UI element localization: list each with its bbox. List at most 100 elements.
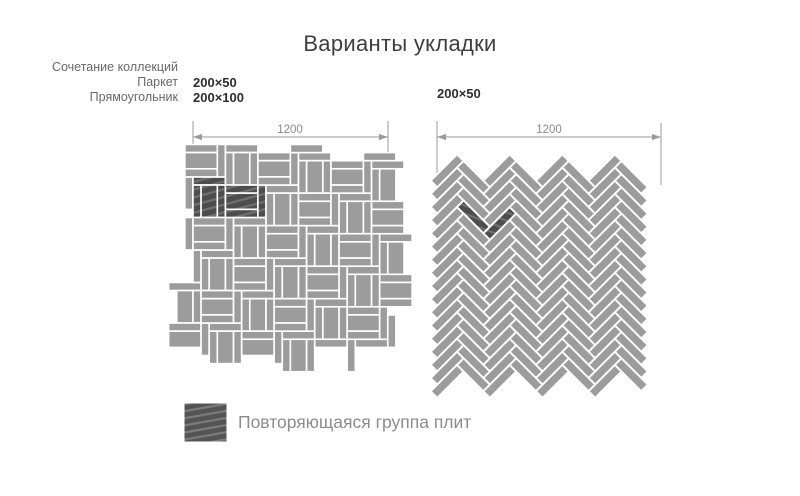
tile: [613, 238, 650, 275]
tile: [482, 179, 518, 215]
tile: [455, 225, 492, 261]
tile: [297, 265, 308, 300]
tile: [429, 192, 465, 229]
tile: [216, 143, 227, 178]
tile: [305, 338, 316, 373]
tile: [482, 324, 518, 360]
tile: [192, 176, 227, 186]
tile: [386, 314, 397, 349]
swatch-rect: [184, 403, 227, 442]
tile: [200, 249, 235, 259]
tile: [322, 305, 340, 341]
tile: [534, 310, 571, 347]
tile: [330, 232, 340, 268]
tile: [378, 297, 413, 308]
tile: [560, 251, 597, 288]
tile: [482, 310, 518, 347]
tile: [613, 159, 650, 196]
tile: [429, 179, 465, 215]
tile: [200, 322, 211, 357]
tile: [508, 238, 544, 275]
tile: [534, 166, 571, 202]
tile: [534, 232, 571, 268]
tile: [273, 330, 284, 365]
collection-size-rectangle: 200×100: [193, 90, 244, 105]
tile: [338, 200, 349, 235]
page-title: Варианты укладки: [303, 31, 497, 56]
tile: [240, 338, 275, 357]
tile: [508, 264, 544, 301]
tile: [281, 265, 300, 300]
tile: [248, 297, 267, 332]
tile: [587, 284, 623, 321]
tile: [455, 330, 492, 367]
tile: [587, 218, 623, 255]
tile: [346, 265, 381, 276]
tile: [429, 324, 465, 360]
tile: [534, 363, 571, 400]
tile: [482, 297, 518, 334]
tile: [560, 185, 597, 222]
tile: [587, 363, 623, 400]
tile: [192, 249, 202, 284]
tile: [297, 200, 332, 219]
tile: [482, 337, 518, 373]
tile: [534, 205, 571, 242]
collection-name-rectangle: Прямоугольник: [89, 90, 178, 104]
tile: [305, 159, 324, 194]
herringbone-size-label: 200×50: [437, 86, 481, 101]
tile: [613, 278, 650, 314]
tile: [257, 151, 292, 162]
tile: [370, 200, 405, 211]
tile: [455, 356, 492, 393]
tile: [232, 224, 243, 259]
tile: [429, 218, 465, 255]
tile: [455, 343, 492, 380]
tile: [587, 179, 623, 215]
tile: [482, 218, 518, 255]
tile: [330, 159, 365, 170]
tile: [429, 284, 465, 321]
tile: [232, 281, 267, 292]
tile: [265, 184, 300, 194]
tile: [354, 273, 373, 308]
tile: [313, 305, 324, 341]
tile: [560, 278, 597, 314]
tile: [613, 199, 650, 235]
tile: [429, 153, 465, 189]
info-row-parquet: Паркет 200×50: [28, 75, 273, 90]
tile: [265, 257, 275, 292]
tile: [508, 212, 544, 248]
tile: [305, 297, 316, 332]
repeating-group-swatch: [184, 403, 227, 442]
tile: [200, 289, 235, 300]
tile: [534, 324, 571, 360]
tile: [265, 224, 300, 235]
tile: [429, 271, 465, 307]
tile: [370, 159, 405, 170]
tile: [232, 265, 267, 284]
tile: [224, 184, 259, 194]
tile: [534, 271, 571, 307]
tile: [273, 192, 292, 227]
tile: [240, 330, 275, 341]
tile: [184, 176, 194, 211]
arrow-right-icon: [652, 133, 661, 141]
tile: [175, 289, 194, 324]
tile: [560, 225, 597, 261]
tile: [560, 212, 597, 248]
tile: [232, 151, 251, 186]
tile: [560, 159, 597, 196]
tile: [613, 225, 650, 261]
tile: [184, 167, 219, 178]
tile: [482, 245, 518, 281]
tile: [482, 166, 518, 202]
legend: Повторяющаяся группа плит: [184, 403, 471, 442]
tile: [482, 271, 518, 307]
tile: [297, 224, 308, 259]
tile: [289, 192, 300, 227]
collection-name-parquet: Паркет: [137, 75, 178, 89]
tile: [216, 184, 227, 219]
tile: [289, 151, 300, 186]
tile: [587, 153, 623, 189]
